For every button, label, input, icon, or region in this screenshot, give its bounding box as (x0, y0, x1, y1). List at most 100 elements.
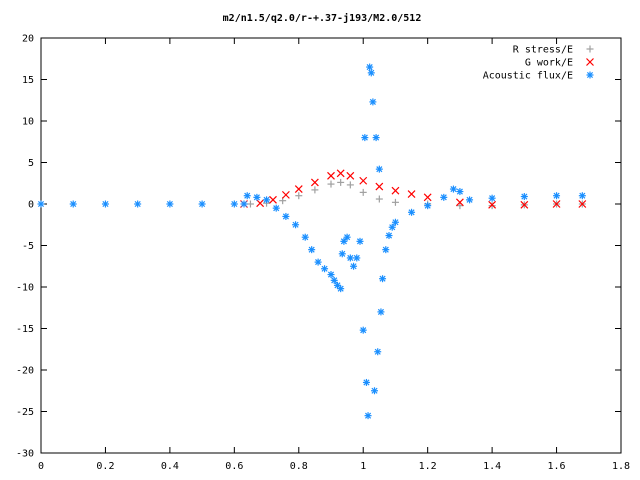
data-point (336, 169, 345, 178)
data-point (253, 193, 261, 201)
data-point (520, 193, 528, 201)
legend-marker (586, 71, 594, 79)
y-axis: 20 15 10 5 0 -5 -10 -15 -20 -25 -30 (16, 34, 621, 460)
series-layer (37, 63, 587, 420)
data-point (364, 412, 372, 420)
data-point (408, 208, 416, 216)
x-tick-label: 1.4 (483, 461, 501, 472)
data-point (246, 200, 254, 208)
data-point (310, 178, 319, 187)
data-point (69, 200, 77, 208)
data-point (166, 200, 174, 208)
data-point (385, 232, 393, 240)
data-point (281, 190, 290, 199)
data-point (134, 200, 142, 208)
data-point (321, 265, 329, 273)
data-point (456, 188, 464, 196)
plot-area (40, 37, 622, 454)
x-tick-label: 0.2 (96, 461, 114, 472)
legend-label: R stress/E (513, 45, 573, 56)
chart-title: m2/n1.5/q2.0/r-+.37-j193/M2.0/512 (223, 12, 422, 24)
data-point (343, 233, 351, 241)
data-point (375, 165, 383, 173)
data-point (359, 176, 368, 185)
data-point (327, 180, 335, 188)
data-point (362, 378, 370, 386)
data-point (337, 285, 345, 293)
data-point (314, 258, 322, 266)
data-point (353, 254, 361, 262)
data-point (578, 192, 586, 200)
data-point (367, 69, 375, 77)
data-point (407, 190, 416, 198)
data-point (374, 348, 382, 356)
data-point (553, 192, 561, 200)
x-tick-label: 0.4 (161, 461, 179, 472)
data-point (361, 134, 369, 142)
x-tick-label: 1.8 (612, 461, 630, 472)
data-point (337, 178, 345, 186)
series-2 (37, 63, 586, 420)
y-tick-label: -10 (16, 283, 34, 294)
data-point (240, 200, 248, 208)
data-point (375, 182, 384, 191)
data-point (330, 276, 338, 284)
data-point (243, 192, 251, 200)
x-tick-label: 0.6 (225, 461, 243, 472)
data-point (263, 196, 271, 204)
y-tick-label: 10 (22, 117, 34, 128)
legend-label: Acoustic flux/E (483, 71, 573, 82)
x-tick-label: 0 (38, 461, 44, 472)
data-point (423, 193, 432, 202)
data-point (379, 275, 387, 283)
data-point (391, 218, 399, 226)
y-tick-label: 15 (22, 75, 34, 86)
y-tick-label: -25 (16, 407, 34, 418)
data-point (292, 221, 300, 229)
x-axis: 0 0.2 0.4 0.6 0.8 1 1.2 1.4 1.6 1.8 (38, 38, 630, 472)
data-point (311, 186, 319, 194)
series-1 (240, 169, 587, 209)
data-point (269, 195, 277, 204)
data-point (327, 171, 335, 180)
data-point (388, 223, 396, 231)
data-point (456, 202, 464, 210)
x-tick-label: 1.2 (419, 461, 437, 472)
data-point (520, 200, 529, 209)
data-point (372, 134, 380, 142)
data-point (198, 200, 206, 208)
data-point (230, 200, 238, 208)
data-point (369, 98, 377, 106)
series-0 (246, 178, 586, 210)
y-tick-label: 5 (28, 158, 34, 169)
data-point (101, 200, 109, 208)
y-tick-label: -30 (16, 449, 34, 460)
data-point (350, 262, 358, 270)
data-point (366, 63, 374, 71)
data-point (346, 254, 354, 262)
data-point (295, 192, 303, 200)
legend: R stress/E G work/E Acoustic flux/E (483, 45, 594, 82)
data-point (256, 199, 265, 208)
data-point (346, 181, 354, 189)
data-point (327, 271, 335, 279)
data-point (346, 171, 355, 180)
data-point (488, 200, 497, 209)
data-point (424, 202, 432, 210)
data-point (359, 188, 367, 196)
legend-label: G work/E (525, 58, 573, 69)
data-point (377, 308, 385, 316)
y-tick-label: 0 (28, 200, 34, 211)
data-point (391, 198, 399, 206)
data-point (552, 200, 561, 208)
data-point (371, 387, 378, 395)
data-point (488, 194, 496, 202)
data-point (282, 212, 290, 220)
x-tick-label: 1 (360, 461, 366, 472)
data-point (440, 193, 448, 201)
legend-marker (586, 58, 594, 66)
data-point (382, 246, 390, 254)
plot-frame (40, 37, 622, 454)
data-point (449, 185, 457, 193)
